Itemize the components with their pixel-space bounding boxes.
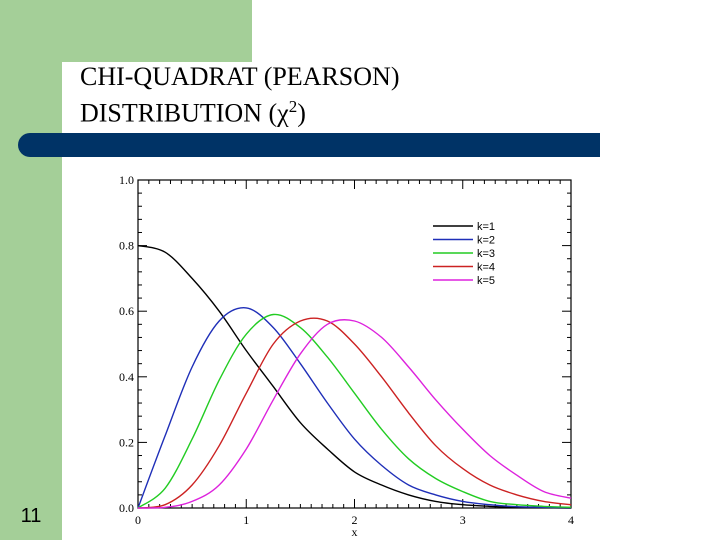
- series-line-k2: [137, 307, 572, 509]
- x-tick-label: 3: [460, 513, 466, 527]
- title-underline-bar: [18, 133, 600, 157]
- x-tick-label: 1: [243, 513, 249, 527]
- slide-number: 11: [20, 505, 42, 527]
- y-tick-label: 0.6: [119, 304, 134, 318]
- slide-title: CHI-QUADRAT (PEARSON) DISTRIBUTION (χ2): [80, 62, 399, 129]
- title-line-2: DISTRIBUTION (χ2): [80, 92, 399, 129]
- legend-label-k2: k=2: [477, 235, 495, 247]
- chi-square-chart: 0.0 0.2 0.4 0.6 0.8 1.0 0 1 2 3 4 x k=1 k=2k=3 k=4k=5: [119, 173, 574, 539]
- x-tick-label: 4: [568, 513, 574, 527]
- title-line-2-suffix: ): [297, 98, 306, 128]
- sidebar-top-band: [62, 0, 252, 62]
- series-line-k1: [137, 244, 572, 509]
- x-axis-label: x: [352, 525, 358, 539]
- y-tick-label: 0.2: [119, 435, 134, 449]
- series-line-k5: [137, 318, 572, 509]
- legend-label-k5: k=5: [477, 275, 495, 287]
- x-tick-label: 2: [352, 513, 358, 527]
- y-tick-label: 0.8: [119, 239, 134, 253]
- sidebar-band: [0, 0, 62, 540]
- legend-label-k1: k=1: [477, 221, 495, 233]
- y-tick-label: 1.0: [119, 173, 134, 187]
- title-line-1: CHI-QUADRAT (PEARSON): [80, 62, 400, 91]
- y-tick-label: 0.4: [119, 370, 134, 384]
- x-tick-label: 0: [135, 513, 141, 527]
- chi-symbol: χ: [277, 98, 289, 128]
- series-line-k3: [137, 313, 572, 509]
- legend-label-k3: k=3: [477, 248, 495, 260]
- title-box: [62, 62, 602, 134]
- series-line-k4: [137, 317, 572, 509]
- chi-exponent: 2: [288, 97, 298, 116]
- title-line-2-prefix: DISTRIBUTION (: [80, 98, 278, 128]
- y-tick-label: 0.0: [119, 501, 134, 515]
- legend-label-k4: k=4: [477, 262, 495, 274]
